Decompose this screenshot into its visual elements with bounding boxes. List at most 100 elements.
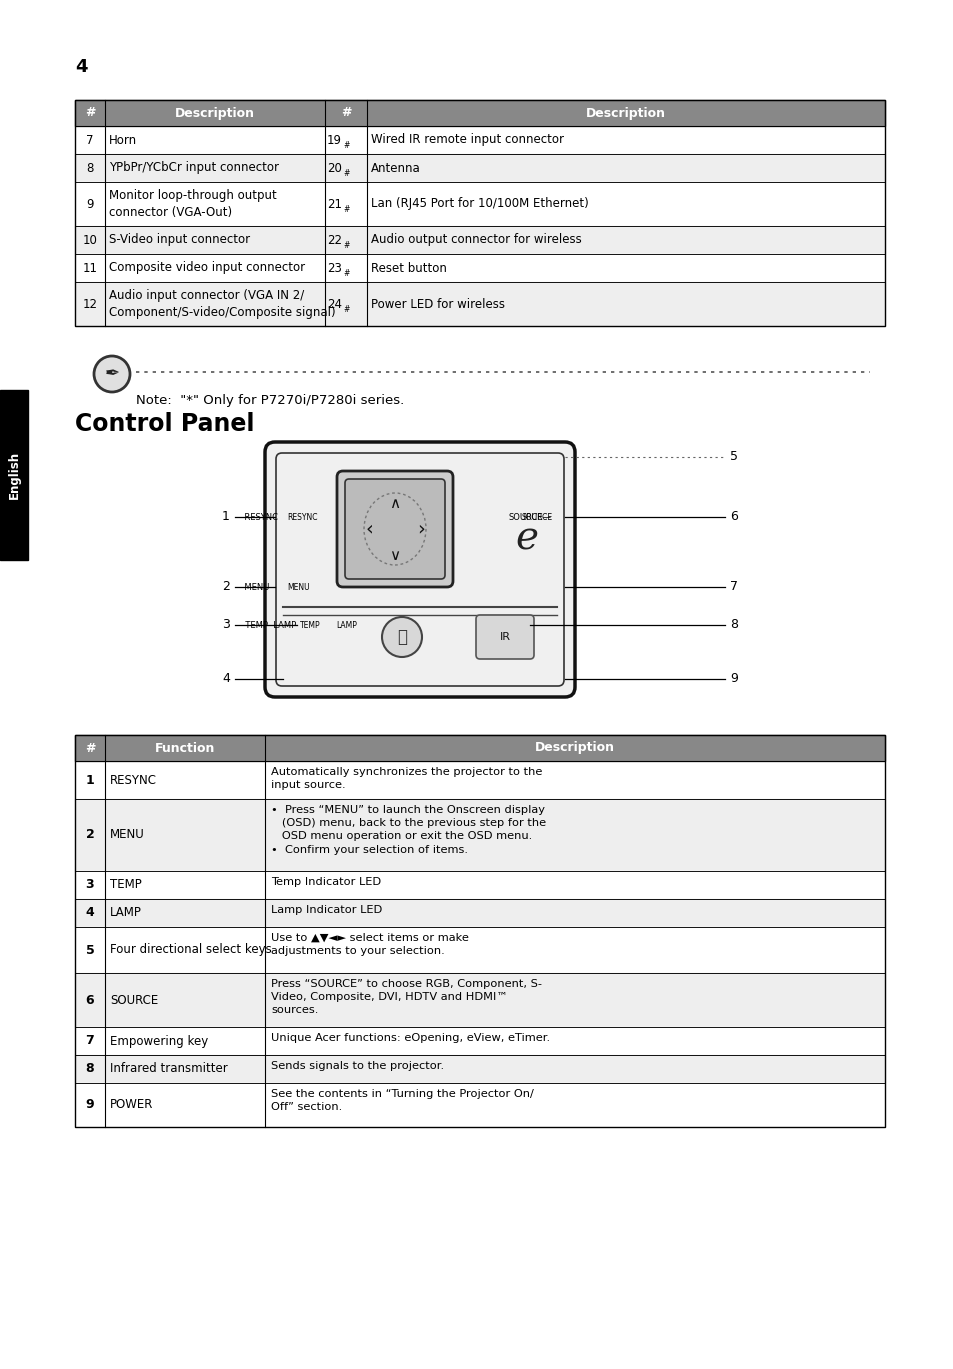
Text: ∨: ∨ — [389, 548, 400, 563]
Bar — [75, 927, 884, 973]
Bar — [75, 871, 884, 899]
Text: 3: 3 — [86, 879, 94, 891]
Text: —TEMP  LAMP: —TEMP LAMP — [236, 620, 296, 630]
Text: #: # — [343, 204, 349, 214]
Text: IR: IR — [499, 632, 510, 642]
Bar — [75, 899, 884, 927]
Text: 8: 8 — [729, 619, 738, 631]
Bar — [75, 973, 884, 1027]
Text: Description: Description — [535, 742, 615, 754]
Circle shape — [381, 617, 421, 657]
Text: Antenna: Antenna — [371, 162, 420, 174]
Text: #: # — [343, 241, 349, 249]
Text: 4: 4 — [86, 906, 94, 920]
Bar — [75, 1027, 884, 1055]
Bar — [75, 799, 884, 871]
Text: RESYNC: RESYNC — [287, 512, 317, 522]
Text: TEMP: TEMP — [110, 879, 142, 891]
Text: 8: 8 — [86, 162, 93, 174]
Text: 23: 23 — [327, 261, 341, 275]
Text: #: # — [343, 141, 349, 149]
Bar — [75, 100, 884, 326]
Text: #: # — [343, 268, 349, 278]
Text: ✒: ✒ — [104, 366, 119, 383]
Bar — [75, 100, 884, 126]
Text: 19: 19 — [327, 134, 341, 146]
Bar — [75, 282, 884, 326]
Bar — [75, 126, 884, 153]
Text: —MENU: —MENU — [236, 582, 270, 591]
Text: Description: Description — [585, 107, 665, 119]
Text: Note:  "*" Only for P7270i/P7280i series.: Note: "*" Only for P7270i/P7280i series. — [136, 394, 404, 407]
Text: 9: 9 — [86, 197, 93, 211]
Text: Sends signals to the projector.: Sends signals to the projector. — [271, 1061, 444, 1071]
Text: English: English — [8, 450, 20, 500]
Text: 21: 21 — [327, 197, 341, 211]
Text: See the contents in “Turning the Projector On/
Off” section.: See the contents in “Turning the Project… — [271, 1088, 534, 1112]
Text: Temp Indicator LED: Temp Indicator LED — [271, 878, 381, 887]
Text: ›: › — [416, 519, 424, 538]
Text: 5: 5 — [86, 943, 94, 957]
Text: 24: 24 — [327, 297, 341, 311]
Bar — [75, 1055, 884, 1083]
Bar — [75, 799, 884, 871]
Text: Unique Acer functions: eOpening, eView, eTimer.: Unique Acer functions: eOpening, eView, … — [271, 1034, 550, 1043]
Text: ⏻: ⏻ — [396, 628, 407, 646]
Text: #: # — [343, 168, 349, 178]
Text: Audio output connector for wireless: Audio output connector for wireless — [371, 234, 581, 246]
Text: 5: 5 — [729, 450, 738, 464]
Bar — [75, 1055, 884, 1083]
Text: 6: 6 — [86, 994, 94, 1006]
Bar — [75, 899, 884, 927]
Bar — [75, 255, 884, 282]
Bar — [75, 226, 884, 255]
Bar — [75, 1083, 884, 1127]
Bar — [75, 735, 884, 761]
Text: LAMP: LAMP — [110, 906, 142, 920]
Text: Reset button: Reset button — [371, 261, 446, 275]
Circle shape — [94, 356, 130, 392]
Text: 4: 4 — [75, 57, 88, 77]
Bar — [75, 735, 884, 1127]
Bar — [75, 735, 884, 761]
Text: Wired IR remote input connector: Wired IR remote input connector — [371, 134, 563, 146]
Text: Use to ▲▼◄► select items or make
adjustments to your selection.: Use to ▲▼◄► select items or make adjustm… — [271, 934, 468, 956]
Text: 1: 1 — [86, 773, 94, 787]
Text: Lamp Indicator LED: Lamp Indicator LED — [271, 905, 382, 914]
Text: •  Press “MENU” to launch the Onscreen display
   (OSD) menu, back to the previo: • Press “MENU” to launch the Onscreen di… — [271, 805, 545, 854]
Text: 7: 7 — [729, 580, 738, 594]
Bar — [75, 761, 884, 799]
Text: Four directional select keys: Four directional select keys — [110, 943, 272, 957]
Text: #: # — [85, 107, 95, 119]
Text: Lan (RJ45 Port for 10/100M Ethernet): Lan (RJ45 Port for 10/100M Ethernet) — [371, 197, 588, 211]
Text: S-Video input connector: S-Video input connector — [109, 234, 250, 246]
Bar — [75, 1083, 884, 1127]
Bar — [75, 182, 884, 226]
Text: #: # — [343, 304, 349, 314]
Text: Automatically synchronizes the projector to the
input source.: Automatically synchronizes the projector… — [271, 767, 542, 790]
Text: SOURCE: SOURCE — [521, 512, 553, 522]
Text: Composite video input connector: Composite video input connector — [109, 261, 305, 275]
Text: Infrared transmitter: Infrared transmitter — [110, 1062, 228, 1076]
Bar — [75, 761, 884, 799]
FancyBboxPatch shape — [265, 442, 575, 697]
Bar — [75, 927, 884, 973]
Text: 7: 7 — [86, 134, 93, 146]
Bar — [75, 126, 884, 153]
Text: TEMP: TEMP — [299, 620, 320, 630]
Text: Audio input connector (VGA IN 2/
Component/S-video/Composite signal): Audio input connector (VGA IN 2/ Compone… — [109, 289, 335, 319]
Text: POWER: POWER — [110, 1098, 153, 1112]
Text: SOURCE: SOURCE — [110, 994, 158, 1006]
Text: 20: 20 — [327, 162, 341, 174]
Text: Empowering key: Empowering key — [110, 1035, 208, 1047]
Text: LAMP: LAMP — [336, 620, 357, 630]
Text: Function: Function — [154, 742, 215, 754]
FancyBboxPatch shape — [345, 479, 444, 579]
Bar — [75, 182, 884, 226]
Text: Press “SOURCE” to choose RGB, Component, S-
Video, Composite, DVI, HDTV and HDMI: Press “SOURCE” to choose RGB, Component,… — [271, 979, 541, 1016]
Text: e: e — [515, 520, 537, 557]
Text: 9: 9 — [729, 672, 737, 686]
Text: ‹: ‹ — [365, 519, 373, 538]
Text: ∧: ∧ — [389, 496, 400, 511]
Bar — [75, 100, 884, 126]
